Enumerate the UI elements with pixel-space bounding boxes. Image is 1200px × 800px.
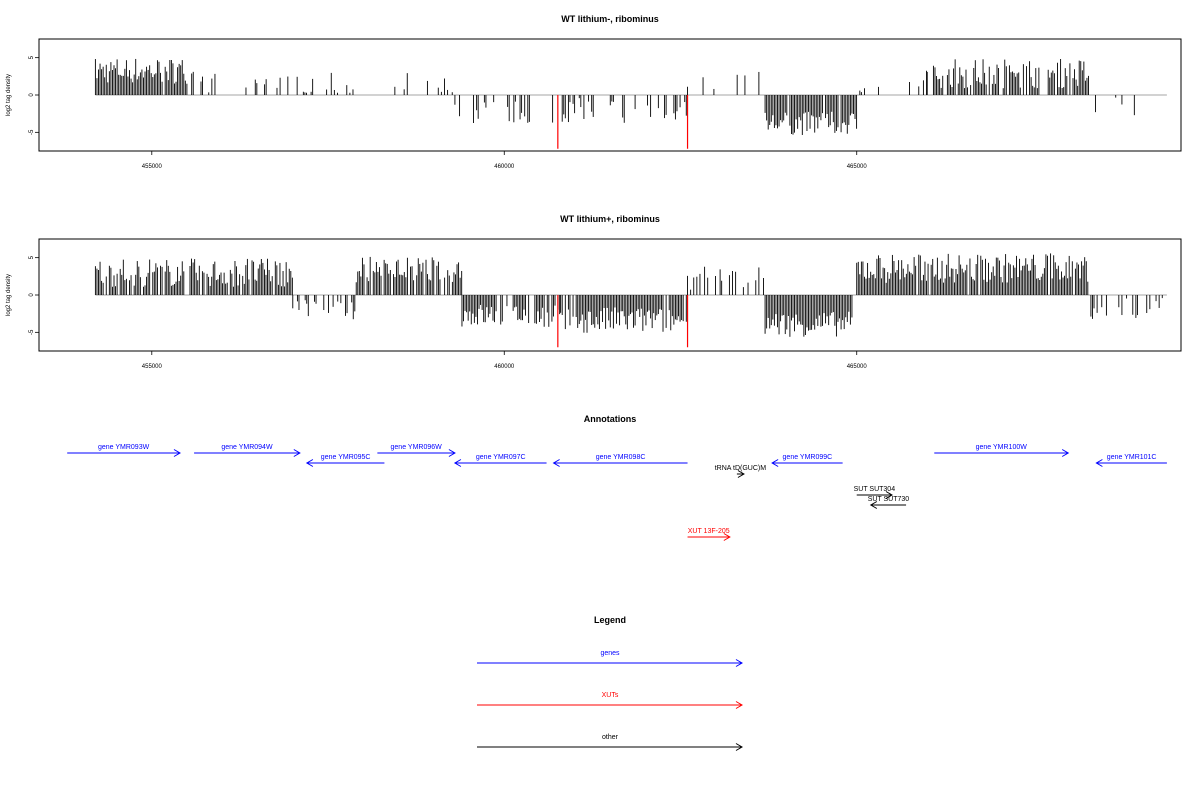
annotation-label: XUT 13F-205 (688, 528, 730, 535)
legend-label: genes (600, 650, 620, 657)
annotation-label: gene YMR095C (321, 454, 371, 461)
annotation-arrow (687, 533, 731, 541)
annotation-arrow (377, 449, 456, 457)
annotation-label: gene YMR098C (596, 454, 646, 461)
x-tick-label: 455000 (142, 364, 163, 370)
annotation-label: gene YMR101C (1107, 454, 1157, 461)
y-tick-label: 0 (29, 293, 35, 297)
annotation-label: SUT SUT304 (854, 486, 896, 493)
annotation-label: gene YMR096W (391, 444, 443, 451)
panel-lithium-minus: WT lithium-, ribominus log2 tag density … (6, 14, 1182, 170)
annotation-label: gene YMR100W (976, 444, 1028, 451)
annotation-arrow (771, 459, 843, 467)
annotation-label: gene YMR099C (783, 454, 833, 461)
legend-panel: Legend genes XUTs other (477, 615, 743, 751)
y-tick-label: 5 (29, 255, 35, 259)
annotation-arrow (453, 459, 547, 467)
x-tick-label: 465000 (847, 364, 868, 370)
annotation-arrow (1095, 459, 1167, 467)
annotation-label: gene YMR093W (98, 444, 150, 451)
panel-1-title: WT lithium-, ribominus (561, 14, 659, 24)
panel-lithium-plus: WT lithium+, ribominus log2 tag density … (6, 214, 1182, 370)
y-tick-label: -5 (29, 329, 35, 335)
panel-2-ylabel: log2 tag density (6, 274, 12, 316)
panel-1-bars (94, 58, 1135, 149)
annotation-label: SUT SUT730 (868, 496, 910, 503)
annotation-arrow (305, 459, 385, 467)
y-tick-label: 0 (29, 93, 35, 97)
annotations-panel: Annotations gene YMR093W gene YMR094Wgene… (67, 414, 1167, 541)
annotation-arrow (736, 470, 745, 478)
annotation-label: gene YMR097C (476, 454, 526, 461)
annotation-features: gene YMR093W gene YMR094W gene YMR095C gene… (67, 444, 1167, 541)
panel-1-ylabel: log2 tag density (6, 74, 12, 116)
x-tick-label: 460000 (494, 364, 515, 370)
legend-title: Legend (594, 615, 626, 625)
x-tick-label: 465000 (847, 164, 868, 170)
panel-2-bars (94, 253, 1163, 348)
annotation-arrow (194, 449, 301, 457)
y-tick-label: 5 (29, 55, 35, 59)
annotation-arrow (856, 491, 893, 499)
annotation-arrow (934, 449, 1070, 457)
x-tick-label: 455000 (142, 164, 163, 170)
annotation-arrow (869, 501, 907, 509)
annotations-title: Annotations (584, 414, 637, 424)
legend-arrow (477, 743, 743, 751)
legend-label: other (602, 734, 619, 741)
legend-label: XUTs (602, 692, 619, 699)
panel-2-title: WT lithium+, ribominus (560, 214, 660, 224)
x-tick-label: 460000 (494, 164, 515, 170)
annotation-label: gene YMR094W (221, 444, 273, 451)
annotation-label: tRNA tD(GUC)M (715, 465, 767, 472)
legend-arrow (477, 701, 743, 709)
annotation-arrow (552, 459, 688, 467)
panel-1-axes: 5 0 -5 455000 460000 465000 (29, 55, 1167, 170)
legend-arrow (477, 659, 743, 667)
annotation-arrow (67, 449, 181, 457)
y-tick-label: -5 (29, 129, 35, 135)
legend-items: genes XUTs other (477, 650, 743, 751)
